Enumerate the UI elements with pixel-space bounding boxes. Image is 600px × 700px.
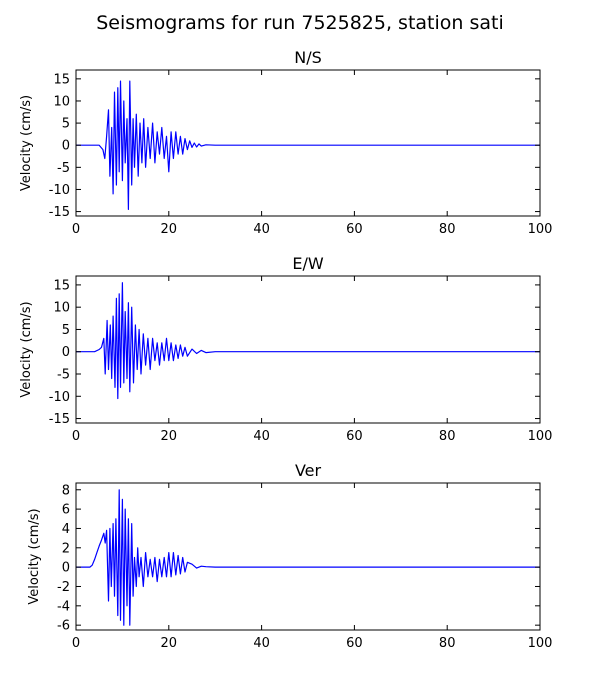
x-tick-label: 0 [72,636,80,651]
series-line [76,80,540,210]
y-tick-label: 5 [62,323,70,338]
y-tick-label: 0 [62,345,70,360]
y-axis-label: Velocity (cm/s) [19,301,34,397]
x-tick-label: 100 [528,429,553,444]
y-tick-label: 5 [62,117,70,132]
y-tick-label: -2 [57,580,70,595]
x-tick-label: 60 [346,222,363,237]
axes-frame [75,275,541,424]
x-tick-label: 40 [253,222,270,237]
y-tick-label: -15 [49,205,70,220]
x-tick-label: 40 [253,429,270,444]
axes-frame [75,482,541,631]
y-tick-label: 0 [62,139,70,154]
panel-title: Ver [295,461,322,480]
x-tick-label: 60 [346,636,363,651]
y-tick-label: -4 [57,599,70,614]
y-tick-label: -5 [57,368,70,383]
axes-frame [75,69,541,217]
x-tick-label: 100 [528,636,553,651]
panel-0: N/S 0 20 40 60 80 100 -15 -10 -5 0 5 10 15 Velocity (c… [19,48,552,237]
x-tick-label: 60 [346,429,363,444]
series-line [76,282,540,400]
x-tick-label: 20 [161,429,178,444]
y-tick-label: -15 [49,412,70,427]
x-tick-label: 80 [439,222,456,237]
y-tick-label: 10 [53,94,70,109]
x-tick-label: 40 [253,636,270,651]
x-tick-label: 0 [72,429,80,444]
x-tick-label: 80 [439,636,456,651]
y-tick-label: -5 [57,161,70,176]
y-tick-label: 15 [53,278,70,293]
x-tick-label: 20 [161,636,178,651]
y-axis-label: Velocity (cm/s) [19,95,34,191]
y-tick-label: 6 [62,503,70,518]
panel-2: Ver 0 20 40 60 80 100 -6 -4 -2 0 2 4 6 8 Velocity (cm/s… [27,461,552,651]
y-tick-label: 15 [53,72,70,87]
y-tick-label: -6 [57,619,70,634]
y-axis-label: Velocity (cm/s) [27,508,42,604]
y-tick-label: 0 [62,561,70,576]
panel-title: N/S [294,48,322,67]
y-tick-label: 4 [62,522,70,537]
y-tick-label: -10 [49,390,70,405]
x-tick-label: 100 [528,222,553,237]
x-tick-label: 20 [161,222,178,237]
y-tick-label: 2 [62,541,70,556]
panel-title: E/W [292,254,324,273]
y-tick-label: -10 [49,183,70,198]
panel-1: E/W 0 20 40 60 80 100 -15 -10 -5 0 5 10 15 Velocity (c… [19,254,552,444]
x-tick-label: 0 [72,222,80,237]
series-line [76,489,540,626]
x-tick-label: 80 [439,429,456,444]
y-tick-label: 8 [62,483,70,498]
y-tick-label: 10 [53,301,70,316]
figure-title: Seismograms for run 7525825, station sat… [96,12,504,34]
